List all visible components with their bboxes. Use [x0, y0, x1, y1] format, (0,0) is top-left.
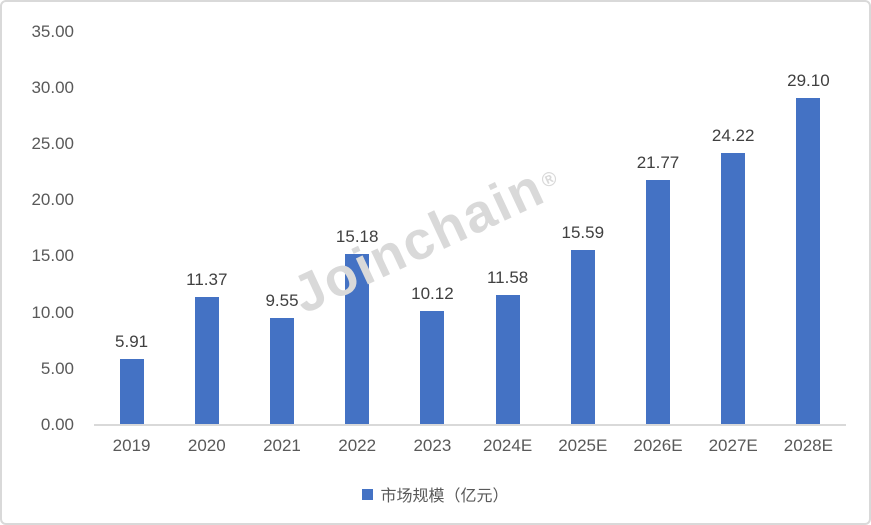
bar-2021	[270, 317, 294, 425]
x-axis-category-label: 2025E	[558, 436, 608, 455]
legend-label: 市场规模（亿元）	[380, 488, 509, 505]
bar-2028E	[796, 97, 821, 425]
bar-value-label: 15.59	[561, 222, 605, 242]
y-axis-tick-label: 30.00	[31, 77, 74, 97]
bar-value-label: 10.12	[411, 284, 454, 304]
x-axis-category-label: 2026E	[633, 436, 683, 455]
y-axis-tick-label: 0.00	[40, 415, 74, 434]
bar-value-label: 24.22	[711, 125, 755, 145]
bar-2027E	[721, 152, 746, 425]
x-axis-category-label: 2024E	[483, 436, 533, 455]
x-axis-category-label: 2020	[187, 436, 226, 455]
bar-value-label: 21.77	[636, 153, 680, 173]
y-axis-tick-label: 10.00	[31, 302, 74, 322]
bar-value-label: 11.58	[486, 267, 529, 287]
x-axis-category-label: 2028E	[783, 436, 833, 455]
legend: 市场规模（亿元）	[2, 482, 869, 506]
bar-value-label: 9.55	[265, 290, 299, 310]
y-axis-tick-label: 20.00	[31, 190, 74, 210]
x-axis-category-label: 2019	[112, 436, 151, 455]
x-axis-category-label: 2022	[338, 436, 377, 455]
bar-2020	[194, 297, 219, 425]
bar-value-label: 15.18	[335, 227, 379, 247]
bar-2026E	[646, 180, 670, 425]
legend-swatch-icon	[362, 488, 374, 500]
y-axis-tick-label: 15.00	[31, 246, 74, 266]
bar-value-label: 5.91	[115, 331, 149, 351]
x-axis-category-label: 2021	[263, 436, 301, 455]
bar-2023	[420, 311, 445, 425]
bar-2025E	[570, 249, 595, 425]
x-axis-category-label: 2023	[413, 436, 452, 455]
bar-value-label: 29.10	[787, 70, 830, 90]
x-axis-category-label: 2027E	[708, 436, 758, 455]
bar-2024E	[495, 294, 520, 425]
x-axis-line	[94, 424, 846, 426]
bar-2022	[345, 254, 370, 425]
bar-value-label: 11.37	[186, 270, 228, 290]
y-axis-tick-label: 5.00	[40, 358, 74, 378]
registered-trademark-icon: ®	[537, 165, 563, 193]
y-axis-tick-label: 25.00	[31, 134, 74, 153]
bar-2019	[119, 358, 144, 425]
y-axis-tick-label: 35.00	[31, 21, 74, 41]
